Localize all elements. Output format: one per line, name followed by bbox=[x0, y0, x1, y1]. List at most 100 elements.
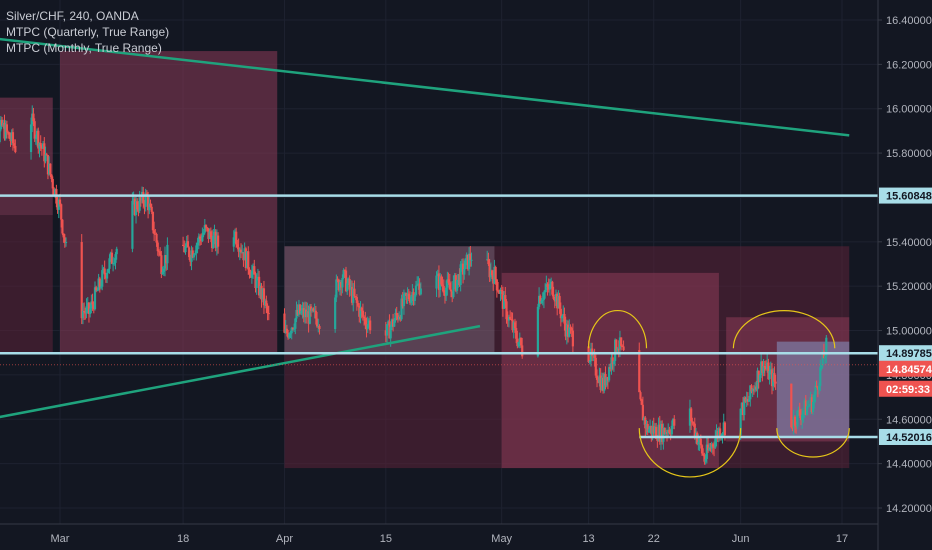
x-axis[interactable]: Mar 18 Apr 15 May 13 22 Jun 17 bbox=[0, 523, 878, 550]
candle-body bbox=[391, 319, 395, 327]
candle-body bbox=[108, 258, 111, 269]
candle-body bbox=[722, 422, 725, 434]
candle-body bbox=[510, 319, 513, 321]
price-label-level: 14.89785 bbox=[886, 348, 932, 360]
candle-body bbox=[814, 385, 817, 395]
candle-body bbox=[813, 394, 816, 402]
candle-body bbox=[10, 132, 13, 142]
candle-body bbox=[418, 283, 421, 295]
candle-body bbox=[233, 231, 237, 238]
candle-body bbox=[604, 374, 607, 386]
symbol-title[interactable]: Silver/CHF, 240, OANDA bbox=[6, 9, 139, 23]
candle-body bbox=[290, 327, 293, 334]
candle-body bbox=[44, 154, 47, 162]
candle-body bbox=[560, 316, 564, 319]
candle-body bbox=[799, 415, 803, 421]
candle-body bbox=[644, 417, 647, 429]
candle-body bbox=[566, 324, 570, 337]
candle-body bbox=[335, 279, 338, 298]
candle-body bbox=[440, 276, 443, 285]
indicator-quarterly-label[interactable]: MTPC (Quarterly, True Range) bbox=[6, 25, 170, 39]
candle-body bbox=[536, 306, 539, 357]
candle-body bbox=[488, 264, 491, 278]
candle-body bbox=[248, 269, 251, 275]
candle-body bbox=[699, 438, 702, 446]
candle-body bbox=[661, 424, 664, 442]
candle-body bbox=[803, 400, 806, 411]
candle-body bbox=[312, 308, 315, 312]
candle-body bbox=[721, 433, 724, 436]
candle-body bbox=[808, 405, 811, 407]
candle-body bbox=[407, 293, 410, 300]
candle-body bbox=[196, 242, 199, 246]
candle-body bbox=[87, 302, 91, 314]
candle-body bbox=[133, 198, 136, 215]
candle-body bbox=[704, 458, 707, 462]
candle-body bbox=[208, 231, 211, 239]
x-tick-label: 15 bbox=[380, 533, 392, 545]
candle-body bbox=[414, 285, 418, 295]
candle-body bbox=[809, 397, 812, 406]
candle-body bbox=[761, 361, 764, 373]
candle-body bbox=[3, 122, 6, 139]
candle-body bbox=[181, 244, 185, 246]
candle-body bbox=[136, 201, 139, 210]
arc-down bbox=[776, 428, 850, 458]
candle-body bbox=[490, 270, 494, 276]
candle-body bbox=[824, 356, 827, 359]
candle-body bbox=[267, 313, 270, 315]
candle-body bbox=[255, 278, 258, 289]
candle-body bbox=[343, 270, 346, 272]
candle-body bbox=[43, 143, 46, 162]
candle-body bbox=[816, 386, 819, 390]
candle-body bbox=[109, 252, 112, 259]
candle-body bbox=[692, 422, 695, 424]
candle-body bbox=[659, 424, 663, 442]
candle-body bbox=[14, 145, 17, 153]
x-tick-label: 22 bbox=[648, 533, 660, 545]
candle-body bbox=[455, 279, 459, 291]
candle-body bbox=[505, 301, 508, 320]
candle-body bbox=[439, 276, 442, 290]
candle-body bbox=[153, 230, 156, 234]
candle-body bbox=[159, 251, 162, 256]
candle-body bbox=[557, 296, 560, 309]
candle-body bbox=[336, 279, 339, 281]
candle-body bbox=[454, 275, 457, 291]
candle-body bbox=[104, 274, 107, 279]
candle-body bbox=[670, 425, 673, 435]
candle-body bbox=[751, 389, 754, 392]
candle-body bbox=[500, 290, 503, 292]
candle-body bbox=[151, 211, 155, 231]
candle-body bbox=[541, 299, 544, 301]
candle-body bbox=[610, 357, 613, 369]
candle-body bbox=[95, 287, 98, 291]
candle-body bbox=[90, 301, 93, 309]
candle-body bbox=[149, 203, 152, 207]
candle-body bbox=[658, 424, 661, 442]
candle-body bbox=[31, 113, 34, 125]
candle-body bbox=[802, 410, 805, 415]
candle-body bbox=[243, 248, 246, 261]
candle-body bbox=[259, 285, 262, 296]
candle-body bbox=[400, 298, 403, 320]
candle-body bbox=[442, 286, 445, 293]
y-axis[interactable]: 14.2000014.4000014.6000014.8000015.00000… bbox=[877, 0, 932, 550]
candle-body bbox=[38, 142, 41, 149]
candle-body bbox=[262, 288, 266, 306]
candle-body bbox=[84, 312, 87, 314]
candle-body bbox=[410, 296, 413, 303]
candle-body bbox=[334, 297, 337, 330]
candle-body bbox=[114, 254, 117, 263]
indicator-monthly-label[interactable]: MTPC (Monthly, True Range) bbox=[6, 41, 162, 55]
candle-body bbox=[86, 302, 89, 307]
candle-body bbox=[617, 348, 620, 350]
candle-body bbox=[825, 337, 828, 357]
candle-body bbox=[558, 296, 561, 309]
horizontal-levels[interactable] bbox=[0, 194, 878, 439]
candle-body bbox=[355, 297, 358, 304]
candle-body bbox=[13, 143, 16, 146]
candle-body bbox=[299, 304, 302, 314]
candle-body bbox=[318, 326, 321, 330]
